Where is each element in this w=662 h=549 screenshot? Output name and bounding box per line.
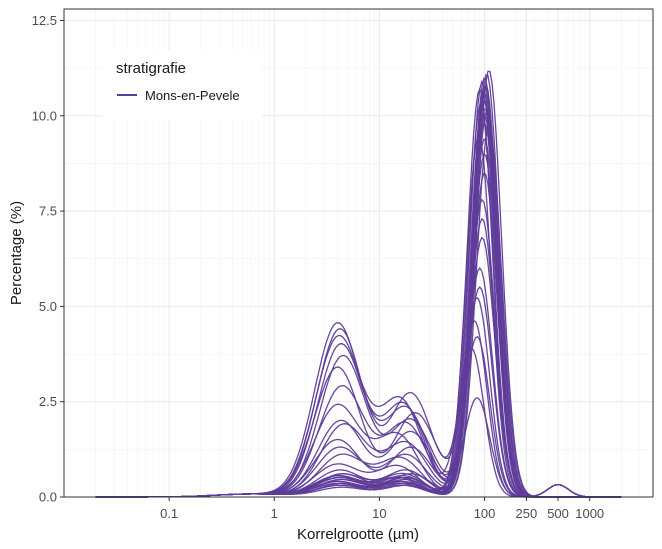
x-tick-label: 10 [372,506,386,521]
y-tick-label: 2.5 [39,394,57,409]
x-axis: 0.1 1 10 100 250 500 1000 [160,497,604,521]
x-tick-label: 1 [271,506,278,521]
y-tick-label: 7.5 [39,204,57,219]
x-tick-label: 0.1 [160,506,178,521]
y-tick-label: 10.0 [32,108,57,123]
legend-background [102,50,262,120]
x-tick-label: 100 [474,506,496,521]
y-axis-title: Percentage (%) [8,201,25,305]
x-axis-title: Korrelgrootte (µm) [297,526,419,543]
legend: stratigrafie Mons-en-Pevele [102,50,262,120]
legend-title: stratigrafie [116,60,186,77]
x-tick-label: 1000 [575,506,604,521]
y-tick-label: 0.0 [39,490,57,505]
y-tick-label: 5.0 [39,299,57,314]
x-tick-label: 500 [547,506,569,521]
legend-label: Mons-en-Pevele [145,88,240,103]
y-axis: 0.0 2.5 5.0 7.5 10.0 12.5 [32,13,64,505]
panel-border [63,8,654,498]
y-tick-label: 12.5 [32,13,57,28]
x-tick-label: 250 [516,506,538,521]
